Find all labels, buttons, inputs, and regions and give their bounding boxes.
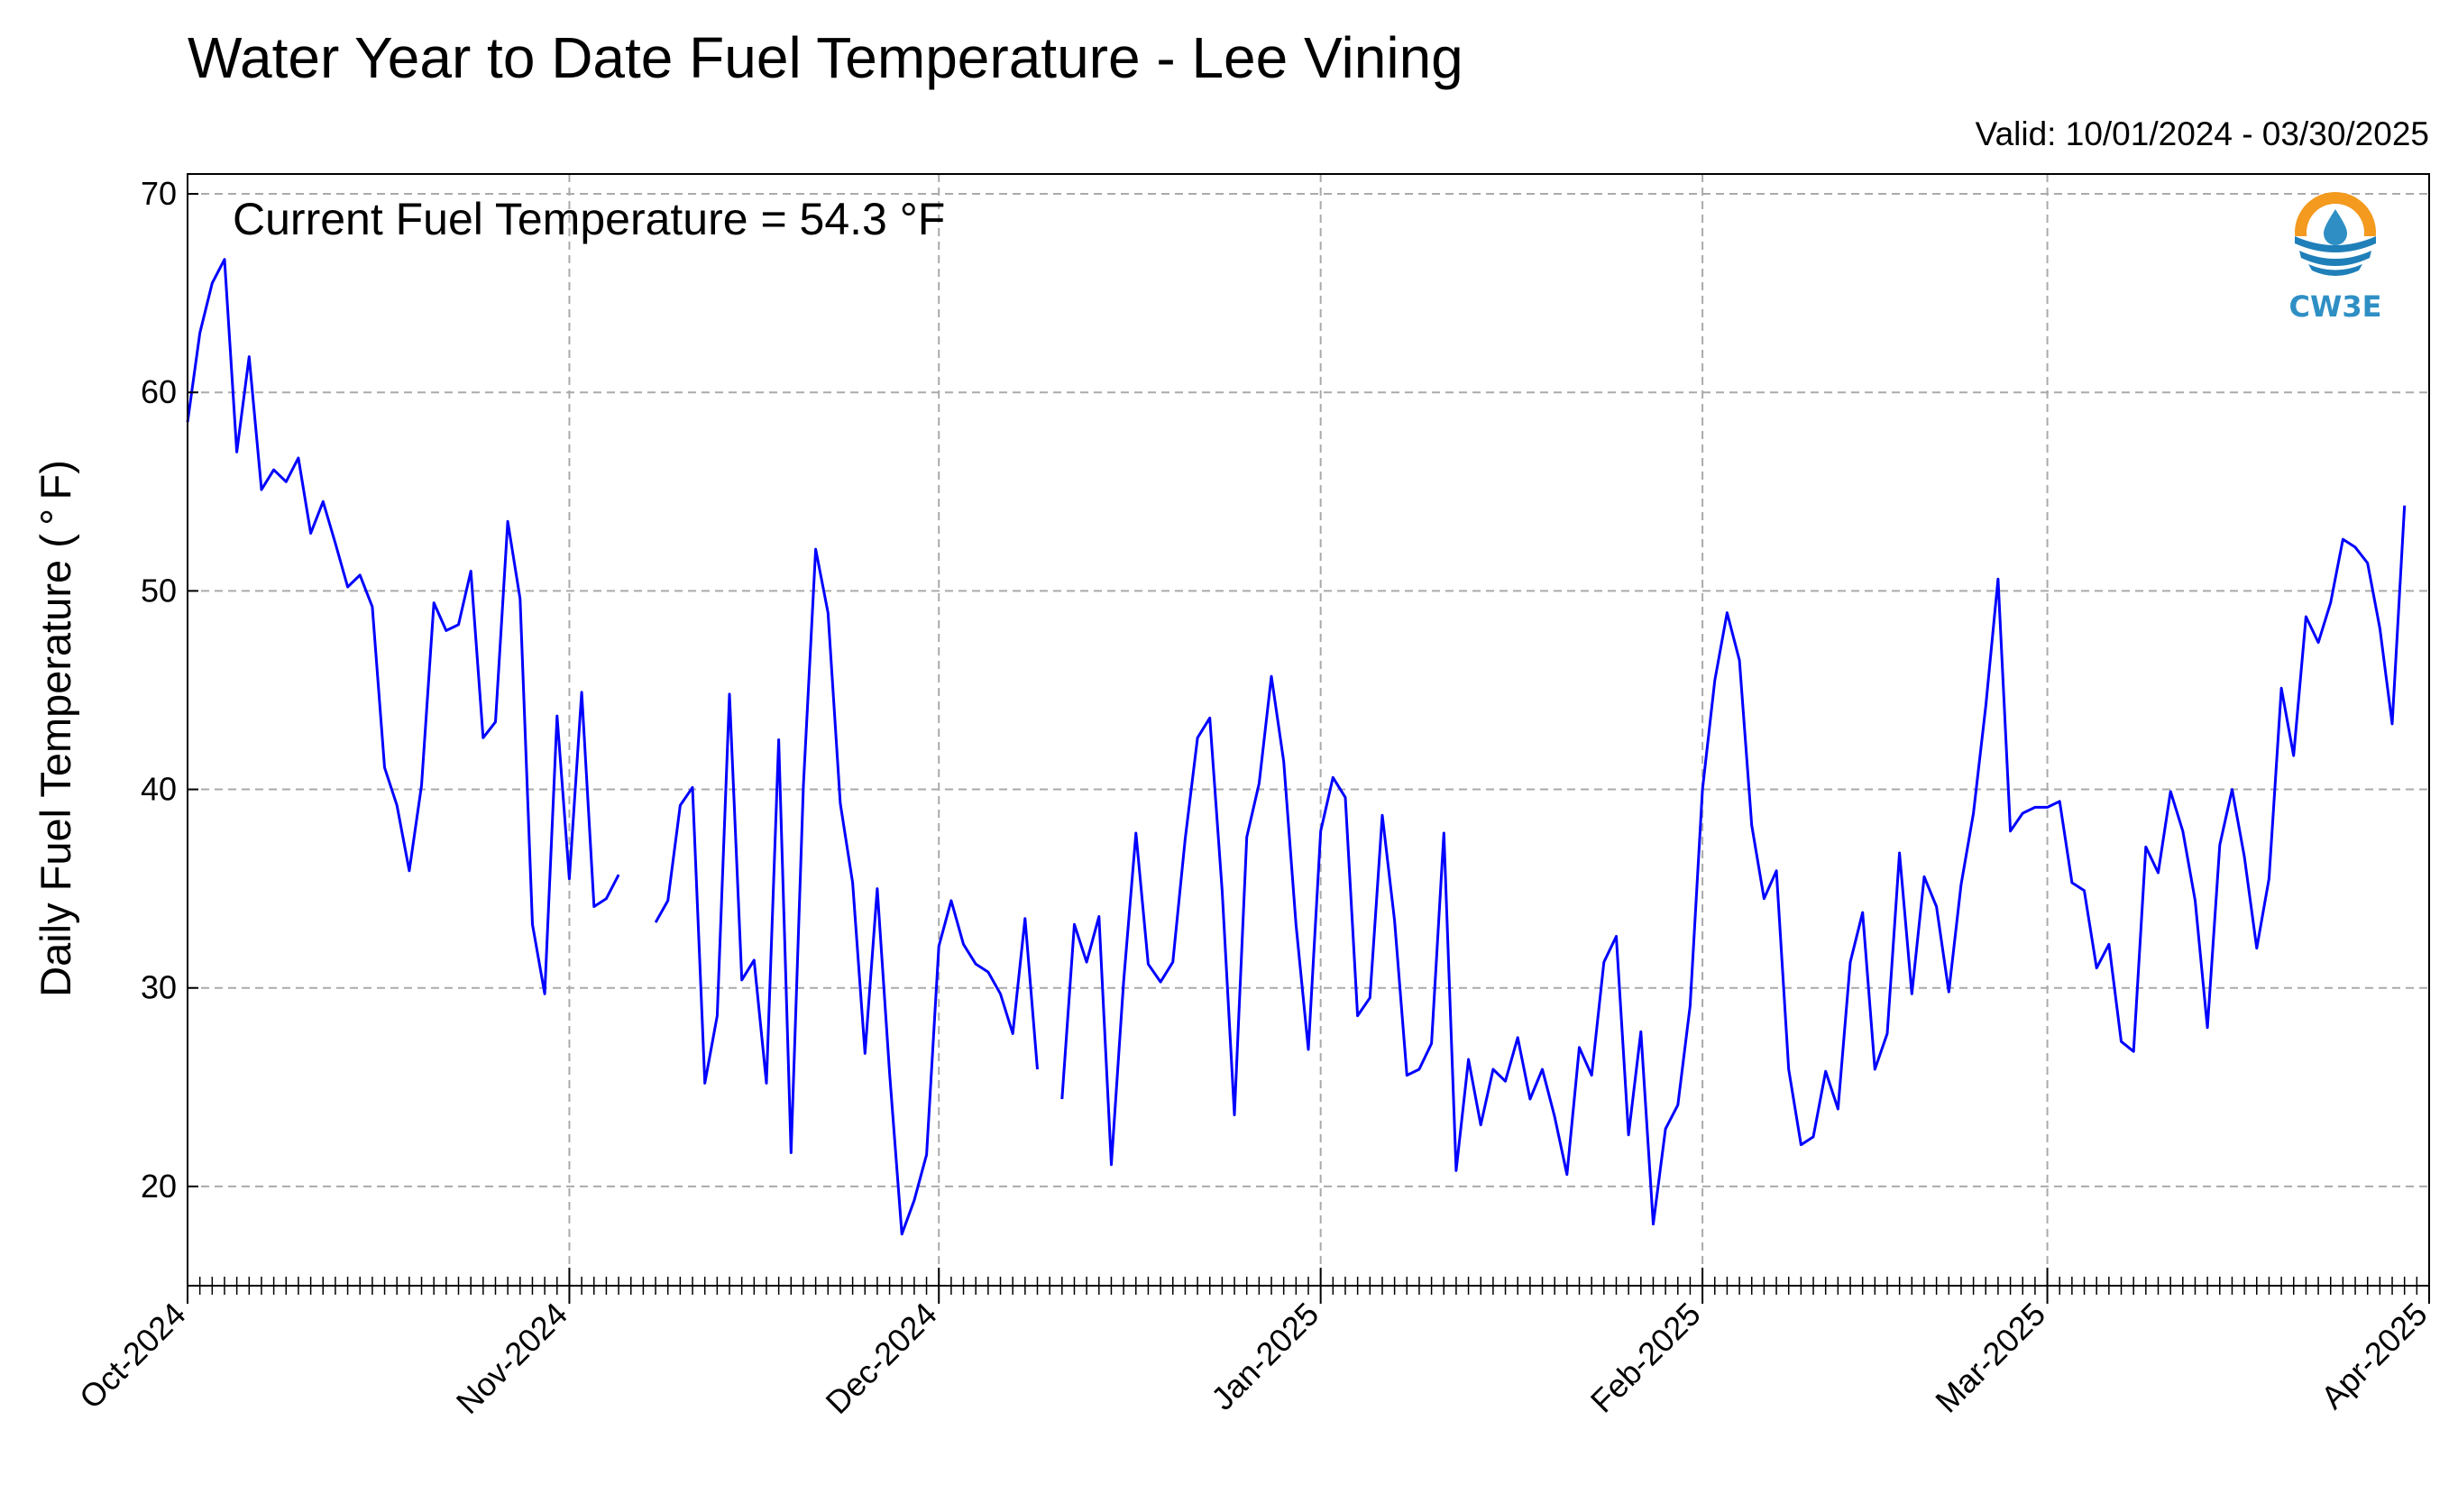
y-tick-label: 40	[141, 771, 177, 808]
logo-wave-icon	[2295, 236, 2376, 252]
valid-date-range: Valid: 10/01/2024 - 03/30/2025	[1976, 115, 2429, 152]
chart-title: Water Year to Date Fuel Temperature - Le…	[188, 25, 1463, 90]
grid-lines	[188, 174, 2429, 1286]
y-tick-label: 60	[141, 373, 177, 410]
y-tick-label: 50	[141, 572, 177, 609]
logo-label: CW3E	[2289, 289, 2382, 324]
y-axis-label: Daily Fuel Temperature ( ° F)	[32, 460, 79, 997]
current-fuel-temperature: Current Fuel Temperature = 54.3 °F	[233, 194, 945, 244]
logo-drop-icon	[2324, 209, 2347, 245]
fuel-temperature-line	[1060, 505, 2407, 1226]
y-tick-label: 20	[141, 1168, 177, 1205]
fuel-temperature-line	[186, 258, 620, 995]
y-tick-label: 30	[141, 969, 177, 1006]
fuel-temperature-line	[654, 547, 1039, 1236]
y-tick-label: 70	[141, 175, 177, 212]
data-series	[186, 258, 2407, 1236]
cw3e-logo: CW3E	[2289, 192, 2382, 324]
